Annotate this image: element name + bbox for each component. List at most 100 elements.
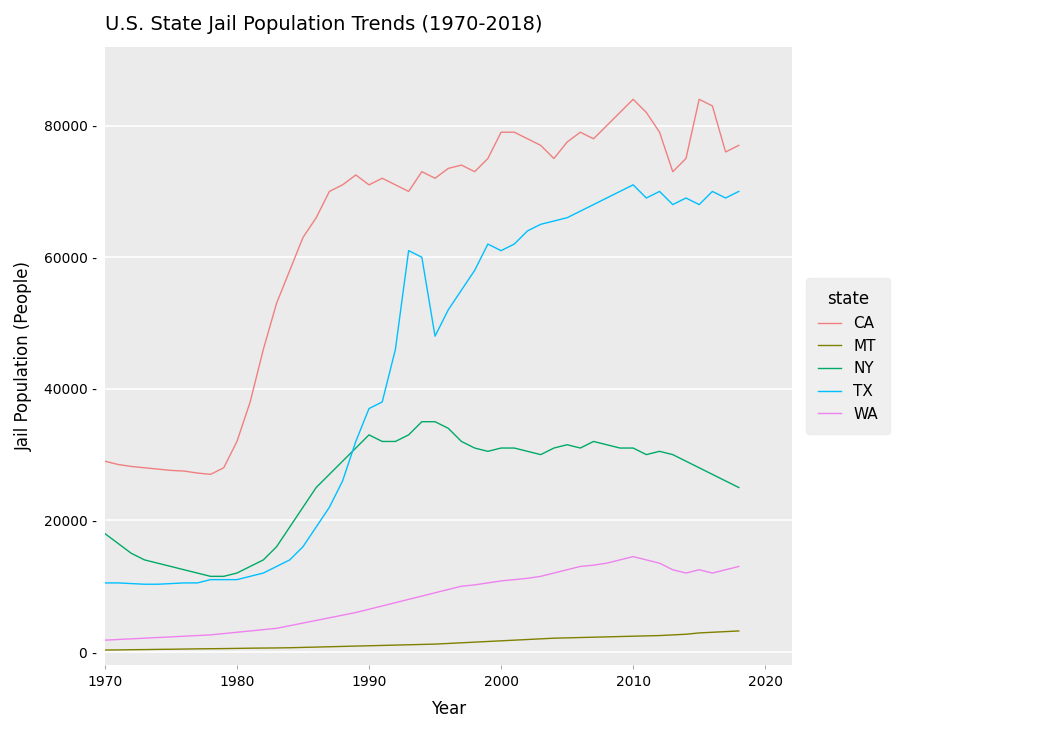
TX (679, 194, 692, 202)
MT (733, 627, 745, 636)
TX (178, 578, 191, 587)
TX (230, 575, 243, 584)
MT (600, 633, 613, 641)
NY (99, 529, 111, 538)
TX (139, 580, 151, 589)
MT (99, 646, 111, 655)
MT (469, 638, 481, 647)
WA (548, 569, 561, 578)
MT (323, 642, 336, 651)
CA (125, 462, 138, 471)
WA (297, 619, 309, 627)
CA (151, 465, 164, 474)
TX (363, 404, 375, 413)
TX (600, 194, 613, 202)
WA (653, 559, 666, 567)
CA (653, 128, 666, 136)
CA (402, 187, 415, 196)
MT (719, 627, 731, 636)
CA (244, 397, 256, 406)
CA (679, 154, 692, 163)
TX (508, 240, 521, 248)
TX (667, 200, 679, 209)
Line: TX: TX (105, 185, 739, 584)
MT (416, 640, 428, 649)
NY (679, 457, 692, 465)
Line: CA: CA (105, 99, 739, 474)
WA (469, 581, 481, 589)
CA (588, 134, 600, 143)
MT (481, 637, 494, 646)
TX (481, 240, 494, 248)
TX (469, 266, 481, 275)
WA (535, 572, 547, 581)
NY (588, 437, 600, 446)
CA (139, 463, 151, 472)
WA (244, 627, 256, 636)
WA (561, 565, 573, 574)
WA (679, 569, 692, 578)
TX (442, 306, 454, 314)
TX (535, 220, 547, 229)
MT (125, 645, 138, 654)
NY (693, 463, 705, 472)
NY (363, 430, 375, 439)
TX (99, 578, 111, 587)
NY (178, 565, 191, 574)
NY (627, 443, 640, 452)
NY (706, 470, 719, 479)
WA (204, 630, 217, 639)
NY (429, 417, 442, 426)
CA (600, 121, 613, 130)
MT (309, 643, 322, 652)
MT (679, 630, 692, 638)
NY (270, 542, 282, 551)
NY (455, 437, 468, 446)
MT (204, 644, 217, 653)
MT (178, 644, 191, 653)
MT (218, 644, 230, 653)
TX (640, 194, 652, 202)
WA (111, 635, 124, 644)
TX (719, 194, 731, 202)
MT (455, 638, 468, 647)
MT (706, 628, 719, 637)
CA (627, 95, 640, 103)
TX (588, 200, 600, 209)
TX (693, 200, 705, 209)
MT (640, 632, 652, 641)
Line: NY: NY (105, 421, 739, 576)
TX (257, 569, 270, 578)
CA (270, 299, 282, 308)
WA (481, 578, 494, 587)
CA (165, 466, 177, 475)
CA (389, 180, 401, 189)
TX (376, 397, 389, 406)
WA (574, 562, 587, 571)
MT (429, 640, 442, 649)
TX (706, 187, 719, 196)
TX (337, 476, 349, 485)
MT (442, 639, 454, 648)
CA (178, 467, 191, 476)
MT (165, 645, 177, 654)
CA (230, 437, 243, 446)
CA (693, 95, 705, 103)
Text: U.S. State Jail Population Trends (1970-2018): U.S. State Jail Population Trends (1970-… (105, 15, 543, 34)
MT (270, 644, 282, 652)
NY (402, 430, 415, 439)
NY (733, 483, 745, 492)
NY (574, 443, 587, 452)
CA (99, 457, 111, 465)
NY (719, 476, 731, 485)
TX (349, 437, 362, 446)
TX (574, 207, 587, 216)
NY (469, 443, 481, 452)
TX (165, 579, 177, 588)
MT (363, 641, 375, 650)
MT (535, 635, 547, 644)
CA (548, 154, 561, 163)
WA (309, 616, 322, 625)
CA (521, 134, 534, 143)
NY (323, 470, 336, 479)
